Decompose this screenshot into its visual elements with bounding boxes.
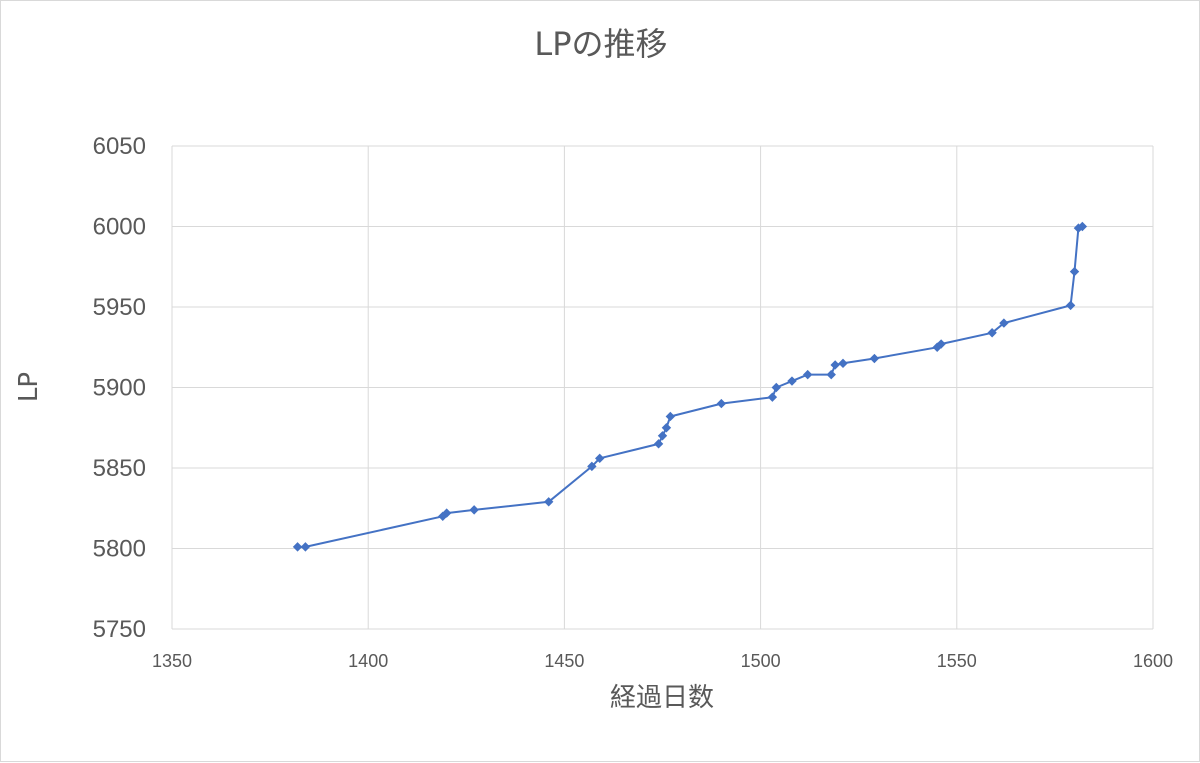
data-point-marker	[999, 318, 1009, 328]
data-point-marker	[1069, 266, 1080, 277]
data-point-marker	[771, 382, 782, 393]
data-point-marker	[1065, 300, 1076, 311]
chart-title: LPの推移	[534, 25, 667, 63]
x-tick-label: 1550	[937, 651, 977, 671]
series-line	[297, 225, 1083, 548]
tick-labels: 5750 5800 5850 5900 5950 6000 6050 1350 1400 1450…	[93, 133, 1173, 671]
data-point-marker	[653, 439, 664, 449]
data-point-marker	[595, 453, 605, 464]
y-tick-label: 5850	[93, 455, 146, 482]
data-point-marker	[716, 398, 727, 409]
data-point-marker	[300, 542, 311, 552]
data-point-marker	[987, 328, 997, 338]
data-point-marker	[830, 360, 840, 370]
data-point-marker	[869, 353, 880, 364]
y-axis-title: LP	[14, 372, 44, 402]
data-point-marker	[543, 497, 554, 507]
data-point-marker	[441, 508, 452, 518]
x-tick-label: 1500	[741, 651, 781, 671]
y-tick-label: 5950	[93, 294, 146, 321]
y-tick-label: 5900	[93, 375, 146, 402]
series-layer	[292, 221, 1088, 552]
data-point-marker	[838, 358, 848, 369]
data-point-marker	[587, 461, 597, 472]
x-tick-label: 1350	[152, 651, 192, 671]
y-tick-label: 5800	[93, 536, 146, 563]
x-tick-label: 1600	[1133, 651, 1173, 671]
y-tick-label: 5750	[93, 616, 146, 643]
gridlines	[171, 145, 1154, 630]
data-point-marker	[469, 505, 479, 515]
data-point-marker	[802, 369, 813, 380]
data-point-marker	[936, 339, 946, 349]
x-axis-title: 経過日数	[610, 683, 714, 713]
y-tick-label: 6000	[93, 214, 146, 241]
x-tick-label: 1450	[544, 651, 584, 671]
y-tick-label: 6050	[93, 133, 146, 160]
data-point-marker	[767, 392, 778, 402]
data-point-marker	[787, 376, 797, 386]
data-point-marker	[665, 411, 676, 422]
data-point-marker	[661, 423, 672, 433]
data-point-marker	[657, 431, 668, 441]
data-point-marker	[826, 369, 836, 380]
data-point-marker	[292, 542, 303, 552]
x-tick-label: 1400	[348, 651, 388, 671]
data-point-marker	[1077, 221, 1088, 232]
